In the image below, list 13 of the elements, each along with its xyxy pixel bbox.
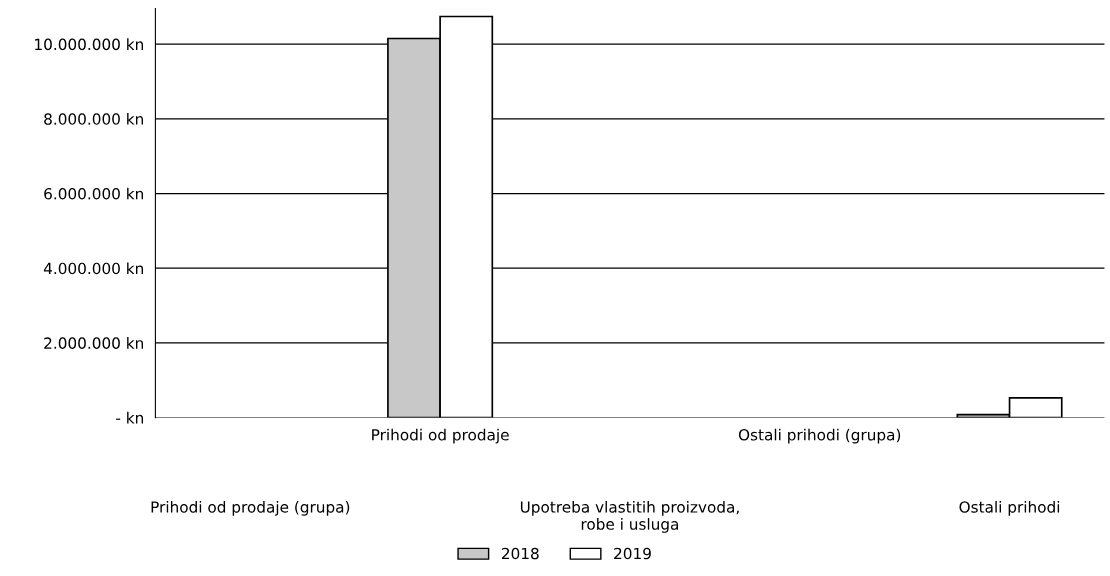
y-tick-label: 4.000.000 kn [43,262,143,275]
legend-label: 2018 [501,547,539,560]
legend-label: 2019 [614,547,651,560]
x-tick-label: Prihodi od prodaje (grupa) [151,500,350,516]
x-tick-label: Upotreba vlastitih proizvoda, robe i usluga [520,500,739,533]
x-tick-label: Ostali prihodi (grupa) [738,428,901,444]
y-tick-label: 8.000.000 kn [44,113,143,125]
x-tick-label: Ostali prihodi [959,500,1060,516]
x-tick-label: Prihodi od prodaje [372,428,509,444]
y-tick-label: 2.000.000 kn [44,337,143,349]
y-tick-label: - kn [116,411,143,424]
y-tick-label: 6.000.000 kn [44,187,143,200]
y-tick-label: 10.000.000 kn [35,38,143,51]
